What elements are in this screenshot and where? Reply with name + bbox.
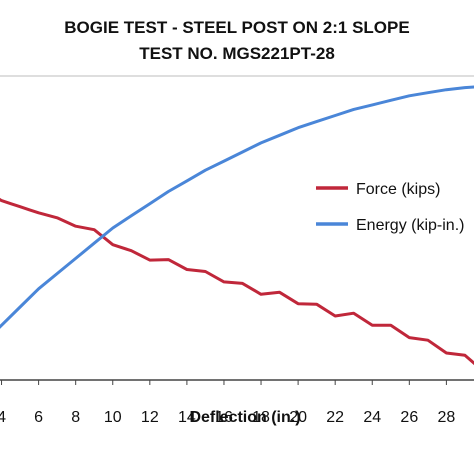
series-group: [0, 85, 474, 366]
x-tick-label: 20: [289, 409, 307, 426]
legend-label-force: Force (kips): [356, 181, 440, 198]
chart-subtitle: TEST NO. MGS221PT-28: [139, 44, 335, 63]
series-line-energy: [0, 85, 474, 329]
legend-label-energy: Energy (kip-in.): [356, 217, 464, 234]
x-tick-label: 6: [34, 409, 43, 426]
x-tick-label: 4: [0, 409, 6, 426]
series-line-force: [0, 197, 474, 366]
x-tick-label: 28: [437, 409, 455, 426]
x-axis-title: Deflection (in.): [189, 409, 300, 426]
legend: Force (kips) Energy (kip-in.): [316, 181, 464, 234]
x-tick-label: 26: [400, 409, 418, 426]
x-tick-label: 22: [326, 409, 344, 426]
x-tick-label: 16: [215, 409, 233, 426]
x-tick-label: 14: [178, 409, 196, 426]
x-tick-label: 8: [71, 409, 80, 426]
chart-title: BOGIE TEST - STEEL POST ON 2:1 SLOPE: [64, 18, 410, 37]
x-tick-label: 18: [252, 409, 270, 426]
x-ticks: 4681012141618202224262830: [0, 380, 455, 426]
x-tick-label: 10: [104, 409, 122, 426]
x-tick-label: 12: [141, 409, 159, 426]
x-tick-label: 24: [363, 409, 381, 426]
